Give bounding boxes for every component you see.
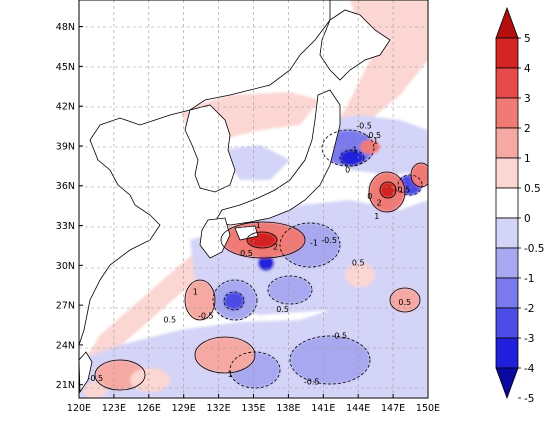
contour-label: 1	[256, 221, 261, 230]
x-tick-label: 123E	[102, 403, 126, 414]
contour-label: 1	[228, 370, 233, 379]
contour-label: 0.5	[334, 331, 347, 340]
x-tick-label: 120E	[67, 403, 91, 414]
colorbar-label: -3	[524, 333, 534, 345]
contour-label: 1	[374, 212, 379, 221]
contour-label: -0.5	[198, 311, 214, 320]
colorbar-label: 3	[524, 93, 531, 105]
contour-label: 0.5	[352, 258, 365, 267]
contour-label: 0.5	[276, 305, 289, 314]
y-tick-label: 27N	[56, 301, 75, 312]
contour-label: 0.5	[163, 315, 176, 324]
contour-label: -0.5	[356, 122, 372, 131]
contour-label: 1	[193, 288, 198, 297]
x-tick-label: 126E	[137, 403, 161, 414]
contour-label: 2	[273, 242, 278, 251]
map-plot-area: -0.5-0.51-10-0.50211-12-0.50.50.51-0.50.…	[79, 0, 428, 398]
colorbar-segment	[495, 37, 519, 69]
contour-label: 0.5	[240, 249, 253, 258]
colorbar-label: -4	[524, 363, 535, 375]
grid-lines	[79, 0, 428, 398]
colorbar-segment	[495, 247, 519, 279]
y-tick-label: 39N	[56, 141, 75, 152]
x-tick-label: 135E	[241, 403, 265, 414]
x-tick-label: 132E	[207, 403, 231, 414]
colorbar-segment	[495, 67, 519, 99]
y-axis: 21N 24N 27N 30N 33N 36N 39N 42N 45N 48N	[56, 22, 83, 391]
colorbar-label: 5	[524, 33, 531, 45]
contour-label: -1	[310, 238, 318, 247]
y-tick-label: 48N	[56, 22, 75, 33]
y-tick-label: 36N	[56, 181, 75, 192]
y-tick-label: 24N	[56, 340, 75, 351]
contour-label: 0.5	[398, 298, 411, 307]
colorbar-cap-top	[495, 6, 519, 39]
colorbar-segment	[495, 127, 519, 159]
contour-label: -1	[350, 146, 358, 155]
y-tick-label: 45N	[56, 62, 75, 73]
y-tick-label: 21N	[56, 380, 75, 391]
contour-label: -0.5	[366, 131, 382, 140]
colorbar-label: -5	[524, 393, 534, 405]
colorbar-label: 0.5	[524, 183, 541, 195]
x-tick-label: 147E	[381, 403, 405, 414]
contour-lines-negative	[212, 129, 423, 389]
x-tick-label: 141E	[311, 403, 335, 414]
colorbar-label: -0.5	[524, 243, 545, 255]
colorbar-label: 4	[524, 63, 531, 75]
contour-label: -0.5	[87, 374, 103, 383]
contour-label: 2	[377, 199, 382, 208]
x-axis: 120E 123E 126E 129E 132E 135E 138E 141E 144E 147E…	[67, 394, 440, 414]
colorbar-label: 1	[524, 153, 531, 165]
x-tick-label: 129E	[172, 403, 196, 414]
contour-label: 0	[367, 192, 372, 201]
x-tick-label: 138E	[276, 403, 300, 414]
contour-label: 0	[345, 165, 350, 174]
x-tick-label: 150E	[416, 403, 440, 414]
colorbar-segment	[495, 157, 519, 189]
colorbar-segment	[495, 217, 519, 249]
contour-label: -0.5	[321, 236, 337, 245]
colorbar-segment	[495, 187, 519, 219]
contour-labels: -0.5-0.51-10-0.50211-12-0.50.50.51-0.50.…	[87, 122, 411, 387]
colorbar-segment	[495, 277, 519, 309]
colorbar-segment	[495, 337, 519, 369]
colorbar-segment	[495, 97, 519, 129]
contour-label: 1	[373, 136, 378, 145]
colorbar-cap-bottom	[495, 367, 519, 400]
x-tick-label: 144E	[346, 403, 370, 414]
y-tick-label: 33N	[56, 221, 75, 232]
contour-label: -0.5	[304, 378, 320, 387]
landmass	[79, 0, 391, 394]
contour-lines	[94, 162, 428, 391]
colorbar-label: -2	[524, 303, 534, 315]
colorbar-label: 2	[524, 123, 531, 135]
colorbar-segment	[495, 307, 519, 339]
colorbar-label: 0	[524, 213, 531, 225]
colorbar-label: -1	[524, 273, 534, 285]
y-tick-label: 30N	[56, 261, 75, 272]
contour-label: -0.5	[395, 185, 411, 194]
y-tick-label: 42N	[56, 102, 75, 113]
colorbar: 5 4 3 2 1 0.5 0 -0.5 -1 -2 -3 -4 -5	[495, 6, 545, 405]
